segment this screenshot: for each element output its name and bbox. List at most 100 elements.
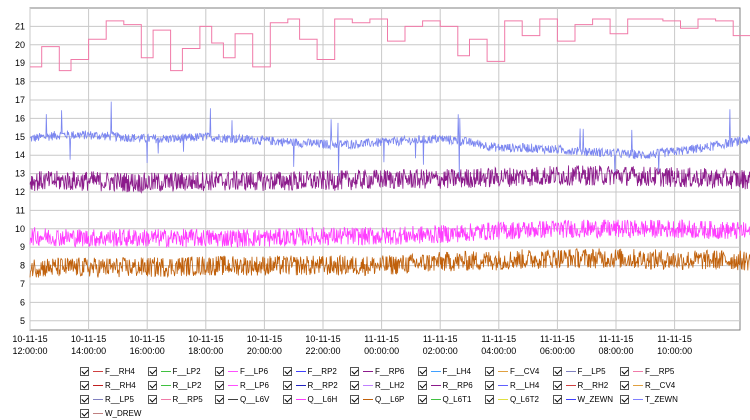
legend-checkbox[interactable] [552, 380, 562, 390]
legend-label: R__RH4 [105, 380, 136, 390]
legend-item[interactable]: Q__L6H [282, 392, 337, 406]
legend-item[interactable]: R__LP5 [80, 392, 134, 406]
legend-swatch [498, 370, 508, 372]
legend-swatch [228, 370, 238, 372]
x-tick-date: 10-11-15 [130, 334, 165, 344]
x-tick-date: 10-11-15 [71, 334, 106, 344]
legend-swatch [565, 398, 576, 400]
y-tick-label: 21 [15, 21, 25, 31]
legend-item[interactable]: T_ZEWN [620, 392, 678, 406]
legend-swatch [93, 370, 103, 372]
legend-label: W_DREW [105, 408, 142, 418]
legend-item[interactable]: Q_L6T2 [485, 392, 539, 406]
legend-checkbox[interactable] [80, 380, 89, 390]
legend-swatch [430, 370, 441, 372]
legend-checkbox[interactable] [282, 380, 292, 390]
x-tick-time: 16:00:00 [130, 346, 165, 356]
legend-label: F__LH4 [442, 366, 471, 376]
legend-checkbox[interactable] [282, 394, 292, 404]
legend-checkbox[interactable] [282, 366, 292, 376]
x-tick-time: 10:00:00 [657, 346, 692, 356]
x-tick-time: 00:00:00 [364, 346, 399, 356]
legend-swatch [363, 370, 373, 372]
legend-checkbox[interactable] [620, 366, 629, 376]
y-tick-label: 14 [15, 150, 25, 160]
legend-item[interactable]: F__LP5 [552, 364, 606, 378]
legend-checkbox[interactable] [147, 380, 157, 390]
legend-checkbox[interactable] [417, 380, 427, 390]
legend-checkbox[interactable] [485, 394, 494, 404]
y-tick-label: 12 [15, 187, 25, 197]
legend-label: R__LP5 [105, 394, 134, 404]
legend-checkbox[interactable] [552, 394, 562, 404]
legend-checkbox[interactable] [552, 366, 562, 376]
legend-item[interactable]: F__RP6 [350, 364, 404, 378]
legend-checkbox[interactable] [147, 366, 157, 376]
x-tick-date: 11-11-15 [481, 334, 516, 344]
x-tick-date: 10-11-15 [247, 334, 282, 344]
legend-swatch [565, 384, 576, 386]
legend-swatch [633, 384, 643, 386]
y-tick-label: 7 [20, 279, 25, 289]
legend-item[interactable]: Q__L6V [215, 392, 269, 406]
legend-checkbox[interactable] [350, 366, 359, 376]
legend-swatch [295, 398, 306, 400]
legend-checkbox[interactable] [620, 394, 629, 404]
legend-item[interactable]: R__RH2 [552, 378, 608, 392]
legend-item[interactable]: F__LH4 [417, 364, 471, 378]
legend-swatch [295, 370, 306, 372]
legend-checkbox[interactable] [620, 380, 629, 390]
legend-swatch [363, 384, 373, 386]
legend-checkbox[interactable] [80, 408, 89, 418]
legend-swatch [565, 370, 576, 372]
legend-label: F__LP2 [172, 366, 201, 376]
legend-swatch [498, 384, 508, 386]
legend-checkbox[interactable] [147, 394, 157, 404]
legend-checkbox[interactable] [215, 394, 224, 404]
legend-checkbox[interactable] [350, 394, 359, 404]
x-axis-ticks: 10-11-15 12:00:00 10-11-15 14:00:00 10-11-15… [12, 334, 692, 356]
legend-item[interactable]: F__LP6 [215, 364, 268, 378]
y-tick-label: 19 [15, 58, 25, 68]
legend-item[interactable]: R__RP2 [282, 378, 338, 392]
legend-label: R__LH4 [510, 380, 540, 390]
series-line-1 [30, 18, 750, 72]
legend-item[interactable]: F__LP2 [147, 364, 201, 378]
y-tick-label: 6 [20, 297, 25, 307]
legend-item[interactable]: R__LP2 [147, 378, 201, 392]
x-tick-time: 12:00:00 [12, 346, 47, 356]
legend-swatch [633, 370, 643, 372]
legend-item[interactable]: R__RP5 [147, 392, 203, 406]
series-line-3 [29, 165, 750, 194]
legend-checkbox[interactable] [215, 380, 224, 390]
legend-checkbox[interactable] [215, 366, 224, 376]
legend-checkbox[interactable] [485, 366, 494, 376]
legend-checkbox[interactable] [80, 394, 89, 404]
x-tick-time: 08:00:00 [598, 346, 633, 356]
legend-item[interactable]: Q__L6P [350, 392, 404, 406]
legend-item[interactable]: F__RP2 [282, 364, 337, 378]
legend-item[interactable]: R__LH2 [350, 378, 404, 392]
legend-item[interactable]: Q_L6T1 [417, 392, 472, 406]
legend-checkbox[interactable] [485, 380, 494, 390]
legend-checkbox[interactable] [80, 366, 89, 376]
legend-checkbox[interactable] [350, 380, 359, 390]
legend-item[interactable]: R__LH4 [485, 378, 539, 392]
legend-item[interactable]: R__LP6 [215, 378, 269, 392]
legend-item[interactable]: F__CV4 [485, 364, 539, 378]
x-tick-time: 14:00:00 [71, 346, 106, 356]
line-chart: 5 6 7 8 9 10 11 12 13 14 15 16 17 18 19 20 21 10-11-15 12… [12, 7, 750, 356]
x-tick-date: 11-11-15 [540, 334, 575, 344]
legend-checkbox[interactable] [417, 366, 427, 376]
legend-item[interactable]: F__RH4 [80, 364, 135, 378]
legend-item[interactable]: R__CV4 [620, 378, 675, 392]
legend-item[interactable]: W_ZEWN [552, 392, 613, 406]
legend-item[interactable]: R__RH4 [80, 378, 136, 392]
legend-swatch [498, 398, 508, 400]
legend-item[interactable]: F__RP5 [620, 364, 674, 378]
legend-label: Q_L6T1 [442, 394, 472, 404]
legend-label: R__CV4 [645, 380, 676, 390]
legend-checkbox[interactable] [417, 394, 427, 404]
legend-item[interactable]: W_DREW [80, 406, 141, 420]
legend-item[interactable]: R__RP6 [417, 378, 473, 392]
